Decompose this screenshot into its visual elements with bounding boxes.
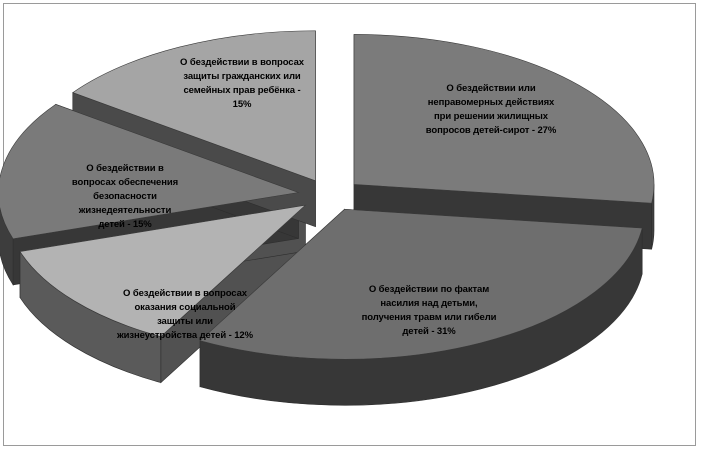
slice-social-protection: [19, 204, 307, 337]
slice-family-rights: [72, 30, 316, 182]
slice-label-violence: О бездействии по фактам насилия над деть…: [361, 284, 497, 337]
slice-violence: [199, 208, 643, 360]
pie-tops: [0, 30, 655, 360]
slice-label-safety: О бездействии в вопросах обеспечения без…: [71, 163, 179, 230]
slice-label-social-protection: О бездействии в вопросах оказания социал…: [117, 288, 253, 341]
slice-safety: [0, 103, 300, 240]
slice-housing: [353, 34, 655, 204]
slice-label-family-rights: О бездействии в вопросах защиты гражданс…: [180, 57, 304, 110]
slice-label-housing: О бездействии или неправомерных действия…: [425, 83, 557, 136]
